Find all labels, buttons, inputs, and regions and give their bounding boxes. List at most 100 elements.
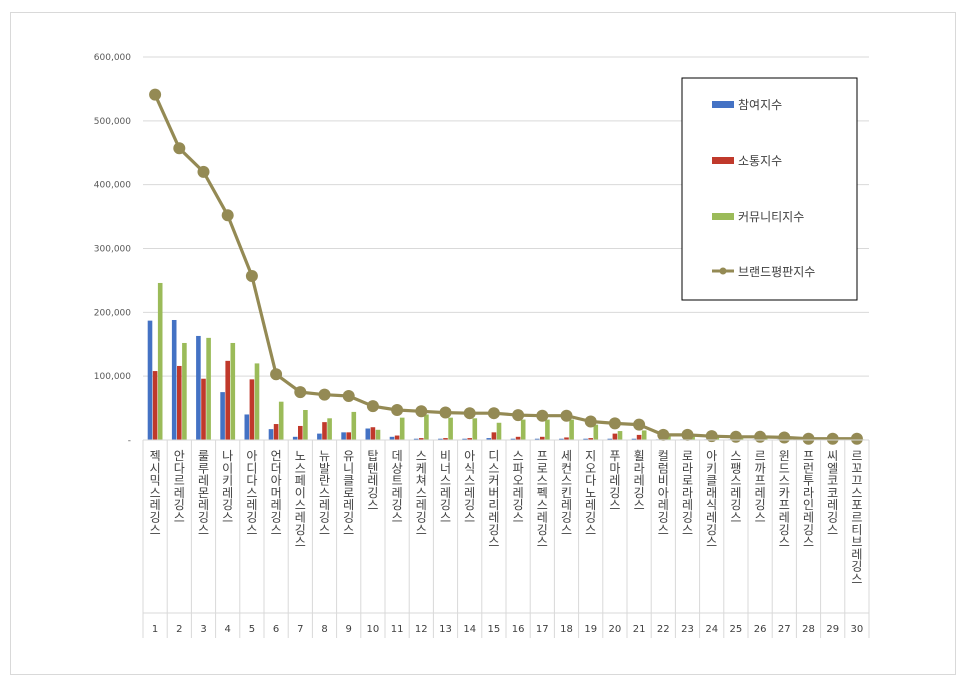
bar-1-9	[341, 432, 346, 440]
bar-3-16	[520, 419, 526, 440]
bar-2-2	[177, 365, 182, 440]
x-rank-label: 13	[439, 624, 452, 635]
x-rank-label: 24	[705, 624, 718, 635]
reputation-point-28	[802, 432, 815, 445]
bar-1-3	[196, 335, 201, 440]
chart-canvas: 600,000 500,000 400,000 300,000 200,000 100,0…	[94, 53, 870, 638]
bar-2-9	[346, 432, 351, 440]
bar-3-12	[424, 414, 429, 440]
line-series	[149, 88, 863, 445]
bar-series	[147, 282, 865, 440]
bar-2-18	[564, 437, 569, 440]
bar-1-1	[147, 320, 153, 440]
bar-1-5	[244, 414, 250, 440]
bar-3-21	[641, 430, 647, 440]
bar-1-15	[486, 438, 492, 440]
bar-3-3	[206, 337, 211, 440]
bar-1-14	[462, 438, 467, 440]
y-tick-label: 200,000	[94, 308, 131, 318]
x-rank-label: 22	[657, 624, 670, 635]
legend-swatch-communication	[712, 157, 734, 164]
bar-2-3	[201, 378, 206, 440]
x-rank-label: 7	[297, 624, 303, 635]
y-tick-label: 300,000	[94, 245, 131, 255]
bar-3-15	[496, 422, 502, 440]
reputation-point-24	[705, 430, 718, 443]
reputation-point-7	[294, 386, 307, 399]
x-rank-label: 28	[802, 624, 815, 635]
bar-1-18	[559, 438, 564, 440]
reputation-point-27	[778, 431, 791, 444]
x-rank-label: 19	[584, 624, 597, 635]
chart-frame: 600,000 500,000 400,000 300,000 200,000 100,0…	[10, 12, 956, 675]
x-rank-label: 1	[152, 624, 158, 635]
bar-2-20	[612, 433, 618, 440]
x-rank-label: 10	[367, 624, 380, 635]
bar-3-4	[230, 342, 236, 440]
reputation-point-18	[560, 409, 573, 422]
reputation-point-12	[415, 405, 428, 418]
bar-1-21	[631, 438, 637, 440]
legend-label-reputation: 브랜드평판지수	[738, 265, 815, 279]
bar-1-8	[317, 433, 322, 440]
reputation-point-20	[608, 417, 621, 430]
bar-2-21	[636, 434, 642, 440]
reputation-point-11	[391, 403, 404, 416]
x-rank-label: 15	[488, 624, 501, 635]
bar-3-17	[545, 419, 550, 440]
y-tick-label: 100,000	[94, 372, 131, 382]
x-rank-label: 9	[346, 624, 352, 635]
x-rank-label: 5	[249, 624, 255, 635]
x-rank-label: 6	[273, 624, 279, 635]
bar-1-20	[607, 438, 613, 440]
x-rank-label: 11	[391, 624, 404, 635]
reputation-point-4	[221, 209, 234, 222]
bar-3-11	[399, 417, 405, 440]
bar-3-19	[593, 424, 599, 440]
reputation-point-29	[826, 432, 839, 445]
bar-2-15	[491, 432, 497, 440]
bar-2-6	[273, 424, 279, 440]
y-axis: 600,000 500,000 400,000 300,000 200,000 100,0…	[94, 53, 131, 446]
bar-1-17	[534, 438, 540, 440]
bar-2-13	[443, 438, 448, 440]
bar-2-7	[298, 425, 303, 440]
bar-2-14	[467, 438, 472, 440]
bar-3-14	[472, 418, 478, 440]
legend: 참여지수 소통지수 커뮤니티지수 브랜드평판지수	[681, 77, 858, 301]
bar-2-5	[249, 379, 255, 440]
x-axis: 젝 시 믹 스 레 깅 스 1 안 다 르 레 깅 스 2 룰 루 레 몬 레 깅 스 3 나 이 키 레 깅 스 4 아 디 다 스 레 깅 스 5 언 더…	[142, 439, 870, 638]
legend-swatch-participation	[712, 101, 734, 108]
bar-1-19	[583, 438, 588, 440]
x-rank-label: 20	[609, 624, 622, 635]
x-rank-label: 16	[512, 624, 525, 635]
bar-3-18	[569, 419, 574, 440]
x-rank-label: 25	[730, 624, 743, 635]
reputation-point-2	[173, 142, 186, 155]
bar-1-13	[438, 438, 443, 440]
bar-2-10	[370, 427, 376, 440]
bar-1-4	[220, 392, 225, 440]
bar-3-5	[254, 363, 260, 440]
legend-swatch-reputation-marker	[719, 267, 727, 275]
bar-2-4	[225, 360, 230, 440]
